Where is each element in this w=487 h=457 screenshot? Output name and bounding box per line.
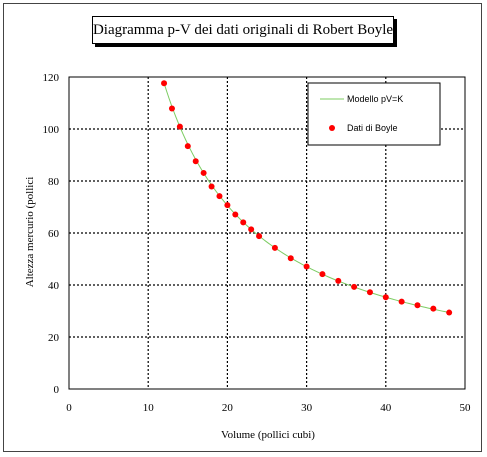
x-tick-label: 40: [380, 402, 392, 414]
data-point: [176, 123, 183, 130]
y-tick-label: 120: [43, 72, 60, 84]
data-point: [256, 233, 263, 240]
data-point: [200, 169, 207, 176]
data-point: [335, 277, 342, 284]
data-point: [240, 219, 247, 226]
data-point: [382, 294, 389, 301]
legend-label-model: Modello pV=K: [347, 94, 403, 104]
y-tick-label: 100: [43, 124, 60, 136]
data-point: [430, 305, 437, 312]
data-point: [184, 143, 191, 150]
data-point: [319, 271, 326, 278]
data-point: [232, 211, 239, 218]
y-axis-label: Altezza mercurio (pollici: [24, 177, 36, 288]
data-point: [161, 80, 168, 87]
data-point: [414, 302, 421, 309]
data-point: [168, 105, 175, 112]
x-tick-label: 10: [143, 402, 155, 414]
data-point: [351, 283, 358, 290]
data-point: [398, 298, 405, 305]
legend: Modello pV=K Dati di Boyle: [307, 82, 441, 146]
x-axis-label: Volume (pollici cubi): [221, 429, 315, 441]
y-axis-ticks: 0 20 40 60 80 100 120: [43, 72, 60, 396]
legend-box: [307, 82, 441, 146]
data-point: [446, 309, 453, 316]
data-point: [366, 289, 373, 296]
x-tick-label: 0: [66, 402, 72, 414]
x-tick-label: 30: [301, 402, 313, 414]
chart-title: Diagramma p-V dei dati originali di Robe…: [92, 16, 394, 44]
y-tick-label: 80: [48, 176, 60, 188]
data-point: [287, 255, 294, 262]
data-points: [161, 80, 453, 316]
data-point: [208, 183, 215, 190]
legend-label-data: Dati di Boyle: [347, 123, 398, 133]
y-tick-label: 0: [54, 384, 60, 396]
data-point: [248, 226, 255, 233]
data-point: [271, 244, 278, 251]
plot-area-border: [68, 76, 466, 390]
data-point: [216, 193, 223, 200]
x-axis-ticks: 0 10 20 30 40 50: [66, 402, 471, 414]
y-tick-label: 60: [48, 228, 60, 240]
y-tick-label: 20: [48, 332, 60, 344]
x-tick-label: 50: [460, 402, 472, 414]
chart-frame: [3, 3, 482, 452]
legend-dot-swatch: [329, 125, 335, 131]
data-point: [192, 158, 199, 165]
data-point: [224, 202, 231, 209]
x-tick-label: 20: [222, 402, 234, 414]
data-point: [303, 263, 310, 270]
y-tick-label: 40: [48, 280, 60, 292]
